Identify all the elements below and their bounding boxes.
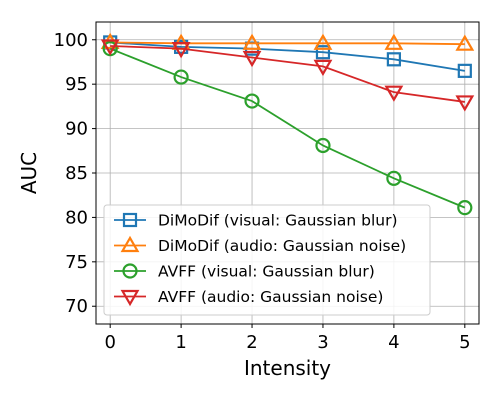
legend-marker — [122, 212, 138, 228]
x-tick-label: 5 — [459, 332, 470, 353]
legend-item: AVFF (visual: Gaussian blur) — [114, 263, 375, 281]
data-point-marker — [457, 63, 472, 78]
series-2 — [102, 41, 473, 216]
series-line — [110, 41, 465, 72]
x-tick-label: 0 — [104, 332, 115, 353]
data-point-marker — [384, 33, 404, 50]
series-line — [110, 45, 465, 103]
y-axis-label: AUC — [17, 152, 41, 194]
data-point-marker — [457, 200, 473, 216]
x-tick-label: 3 — [317, 332, 328, 353]
data-point-marker — [386, 52, 401, 67]
y-tick-label: 90 — [65, 119, 88, 140]
axis-ticks: 0 1 2 3 4 5 70 75 80 85 90 95 100 — [54, 30, 471, 353]
legend-label: AVFF (audio: Gaussian noise) — [158, 288, 383, 306]
data-point-marker — [244, 93, 260, 109]
y-tick-label: 95 — [65, 74, 88, 95]
data-point-marker — [386, 170, 402, 186]
y-tick-label: 70 — [65, 296, 88, 317]
series-line — [109, 47, 466, 209]
legend-item: DiMoDif (visual: Gaussian blur) — [114, 212, 398, 230]
data-point-marker — [455, 34, 475, 51]
data-point-marker — [315, 45, 331, 60]
legend-marker — [122, 263, 138, 279]
data-point-marker — [313, 33, 333, 50]
data-point-marker — [173, 69, 189, 85]
x-tick-label: 4 — [388, 332, 399, 353]
data-point-marker — [242, 33, 262, 50]
grid — [96, 22, 479, 324]
data-point-marker — [242, 50, 262, 68]
x-tick-label: 1 — [175, 332, 186, 353]
data-point-marker — [384, 85, 404, 102]
legend-label: DiMoDif (audio: Gaussian noise) — [158, 237, 406, 255]
data-point-marker — [315, 137, 331, 154]
series-layer — [100, 32, 475, 216]
data-point-marker — [100, 39, 120, 56]
data-point-marker — [455, 95, 475, 112]
legend-marker — [120, 289, 140, 307]
data-point-marker — [171, 42, 191, 59]
y-tick-label: 85 — [65, 163, 88, 184]
x-axis-label: Intensity — [244, 356, 331, 380]
x-tick-label: 2 — [246, 332, 257, 353]
legend-item: DiMoDif (audio: Gaussian noise) — [114, 235, 406, 255]
y-tick-label: 75 — [65, 252, 88, 273]
data-point-marker — [313, 59, 333, 77]
series-line — [110, 41, 465, 46]
y-tick-label: 100 — [54, 30, 88, 51]
legend-item: AVFF (audio: Gaussian noise) — [114, 288, 383, 307]
series-3 — [100, 39, 475, 112]
legend-label: DiMoDif (visual: Gaussian blur) — [158, 212, 398, 230]
legend: DiMoDif (visual: Gaussian blur) DiMoDif (… — [103, 204, 431, 316]
y-tick-label: 80 — [65, 207, 88, 228]
legend-box — [103, 204, 431, 316]
legend-label: AVFF (visual: Gaussian blur) — [158, 263, 375, 281]
legend-marker — [120, 235, 140, 253]
